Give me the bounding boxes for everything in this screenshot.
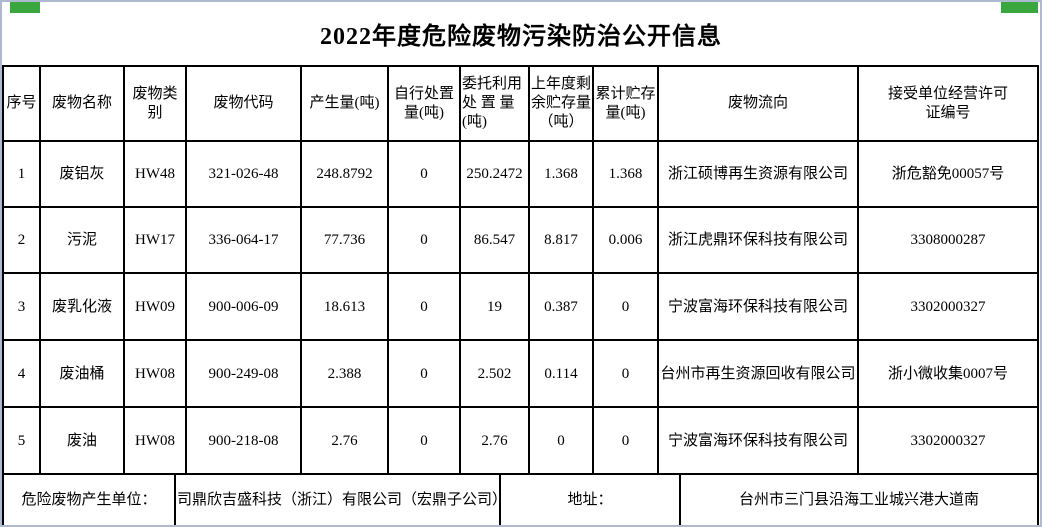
cell-produced-amount: 2.76 [300, 406, 389, 475]
cell-accumulated-storage: 0 [592, 272, 659, 341]
cell-waste-category: HW09 [123, 272, 187, 341]
header-produced-amount: 产生量(吨) [300, 65, 389, 142]
table-row: 3 废乳化液 HW09 900-006-09 18.613 0 19 0.387… [2, 272, 1039, 341]
cell-entrusted-disposal: 250.2472 [459, 140, 530, 208]
cell-seq: 1 [2, 140, 41, 208]
header-permit-number: 接受单位经营许可 证编号 [857, 65, 1039, 142]
table-row: 4 废油桶 HW08 900-249-08 2.388 0 2.502 0.11… [2, 339, 1039, 408]
table-row: 1 废铝灰 HW48 321-026-48 248.8792 0 250.247… [2, 140, 1039, 208]
cell-self-disposal: 0 [387, 206, 461, 274]
cell-produced-amount: 18.613 [300, 272, 389, 341]
address-value: 台州市三门县沿海工业城兴港大道南 [679, 473, 1039, 525]
producer-info-footer: 危险废物产生单位： 司鼎欣吉盛科技（浙江）有限公司（宏鼎子公司） 地址： 台州市… [2, 473, 1039, 525]
table-header-row: 序号 废物名称 废物类 别 废物代码 产生量(吨) 自行处置 量(吨) 委托利用… [2, 65, 1039, 142]
header-accumulated-storage: 累计贮存 量(吨) [592, 65, 659, 142]
cell-accumulated-storage: 0 [592, 406, 659, 475]
corner-marker-left [10, 2, 40, 13]
cell-waste-flow: 台州市再生资源回收有限公司 [657, 339, 859, 408]
cell-permit-number: 浙小微收集0007号 [857, 339, 1039, 408]
cell-self-disposal: 0 [387, 339, 461, 408]
cell-waste-flow: 浙江虎鼎环保科技有限公司 [657, 206, 859, 274]
cell-waste-code: 321-026-48 [185, 140, 302, 208]
producer-value: 司鼎欣吉盛科技（浙江）有限公司（宏鼎子公司） [174, 473, 501, 525]
cell-produced-amount: 77.736 [300, 206, 389, 274]
header-waste-name: 废物名称 [39, 65, 125, 142]
cell-waste-flow: 宁波富海环保科技有限公司 [657, 406, 859, 475]
cell-accumulated-storage: 0.006 [592, 206, 659, 274]
header-waste-code: 废物代码 [185, 65, 302, 142]
cell-permit-number: 3302000327 [857, 406, 1039, 475]
cell-remain-last-year: 0.114 [528, 339, 594, 408]
cell-entrusted-disposal: 86.547 [459, 206, 530, 274]
cell-self-disposal: 0 [387, 406, 461, 475]
cell-waste-flow: 浙江硕博再生资源有限公司 [657, 140, 859, 208]
cell-accumulated-storage: 0 [592, 339, 659, 408]
cell-accumulated-storage: 1.368 [592, 140, 659, 208]
cell-seq: 4 [2, 339, 41, 408]
cell-entrusted-disposal: 2.76 [459, 406, 530, 475]
cell-permit-number: 浙危豁免00057号 [857, 140, 1039, 208]
page-title: 2022年度危险废物污染防治公开信息 [320, 24, 722, 50]
cell-entrusted-disposal: 19 [459, 272, 530, 341]
header-waste-flow: 废物流向 [657, 65, 859, 142]
cell-remain-last-year: 0.387 [528, 272, 594, 341]
cell-waste-code: 900-249-08 [185, 339, 302, 408]
cell-seq: 2 [2, 206, 41, 274]
cell-remain-last-year: 0 [528, 406, 594, 475]
cell-waste-name: 废油 [39, 406, 125, 475]
cell-self-disposal: 0 [387, 140, 461, 208]
footer-row: 危险废物产生单位： 司鼎欣吉盛科技（浙江）有限公司（宏鼎子公司） 地址： 台州市… [2, 473, 1039, 525]
header-remain-last-year: 上年度剩 余贮存量 （吨） [528, 65, 594, 142]
header-seq: 序号 [2, 65, 41, 142]
cell-waste-name: 废乳化液 [39, 272, 125, 341]
cell-waste-name: 污泥 [39, 206, 125, 274]
cell-waste-name: 废铝灰 [39, 140, 125, 208]
hazardous-waste-table: 序号 废物名称 废物类 别 废物代码 产生量(吨) 自行处置 量(吨) 委托利用… [2, 65, 1039, 475]
cell-remain-last-year: 8.817 [528, 206, 594, 274]
cell-self-disposal: 0 [387, 272, 461, 341]
cell-waste-category: HW17 [123, 206, 187, 274]
header-entrusted-disposal: 委托利用 处 置 量 (吨) [459, 65, 530, 142]
cell-permit-number: 3308000287 [857, 206, 1039, 274]
cell-waste-category: HW08 [123, 339, 187, 408]
cell-remain-last-year: 1.368 [528, 140, 594, 208]
header-self-disposal: 自行处置 量(吨) [387, 65, 461, 142]
cell-waste-name: 废油桶 [39, 339, 125, 408]
cell-seq: 3 [2, 272, 41, 341]
cell-produced-amount: 248.8792 [300, 140, 389, 208]
cell-waste-code: 900-218-08 [185, 406, 302, 475]
cell-waste-code: 900-006-09 [185, 272, 302, 341]
cell-permit-number: 3302000327 [857, 272, 1039, 341]
cell-waste-category: HW08 [123, 406, 187, 475]
cell-waste-code: 336-064-17 [185, 206, 302, 274]
cell-seq: 5 [2, 406, 41, 475]
address-label: 地址： [499, 473, 681, 525]
corner-marker-right [1001, 2, 1038, 13]
producer-label: 危险废物产生单位： [2, 473, 176, 525]
table-row: 2 污泥 HW17 336-064-17 77.736 0 86.547 8.8… [2, 206, 1039, 274]
cell-entrusted-disposal: 2.502 [459, 339, 530, 408]
cell-produced-amount: 2.388 [300, 339, 389, 408]
cell-waste-category: HW48 [123, 140, 187, 208]
header-waste-category: 废物类 别 [123, 65, 187, 142]
table-row: 5 废油 HW08 900-218-08 2.76 0 2.76 0 0 宁波富… [2, 406, 1039, 475]
cell-waste-flow: 宁波富海环保科技有限公司 [657, 272, 859, 341]
